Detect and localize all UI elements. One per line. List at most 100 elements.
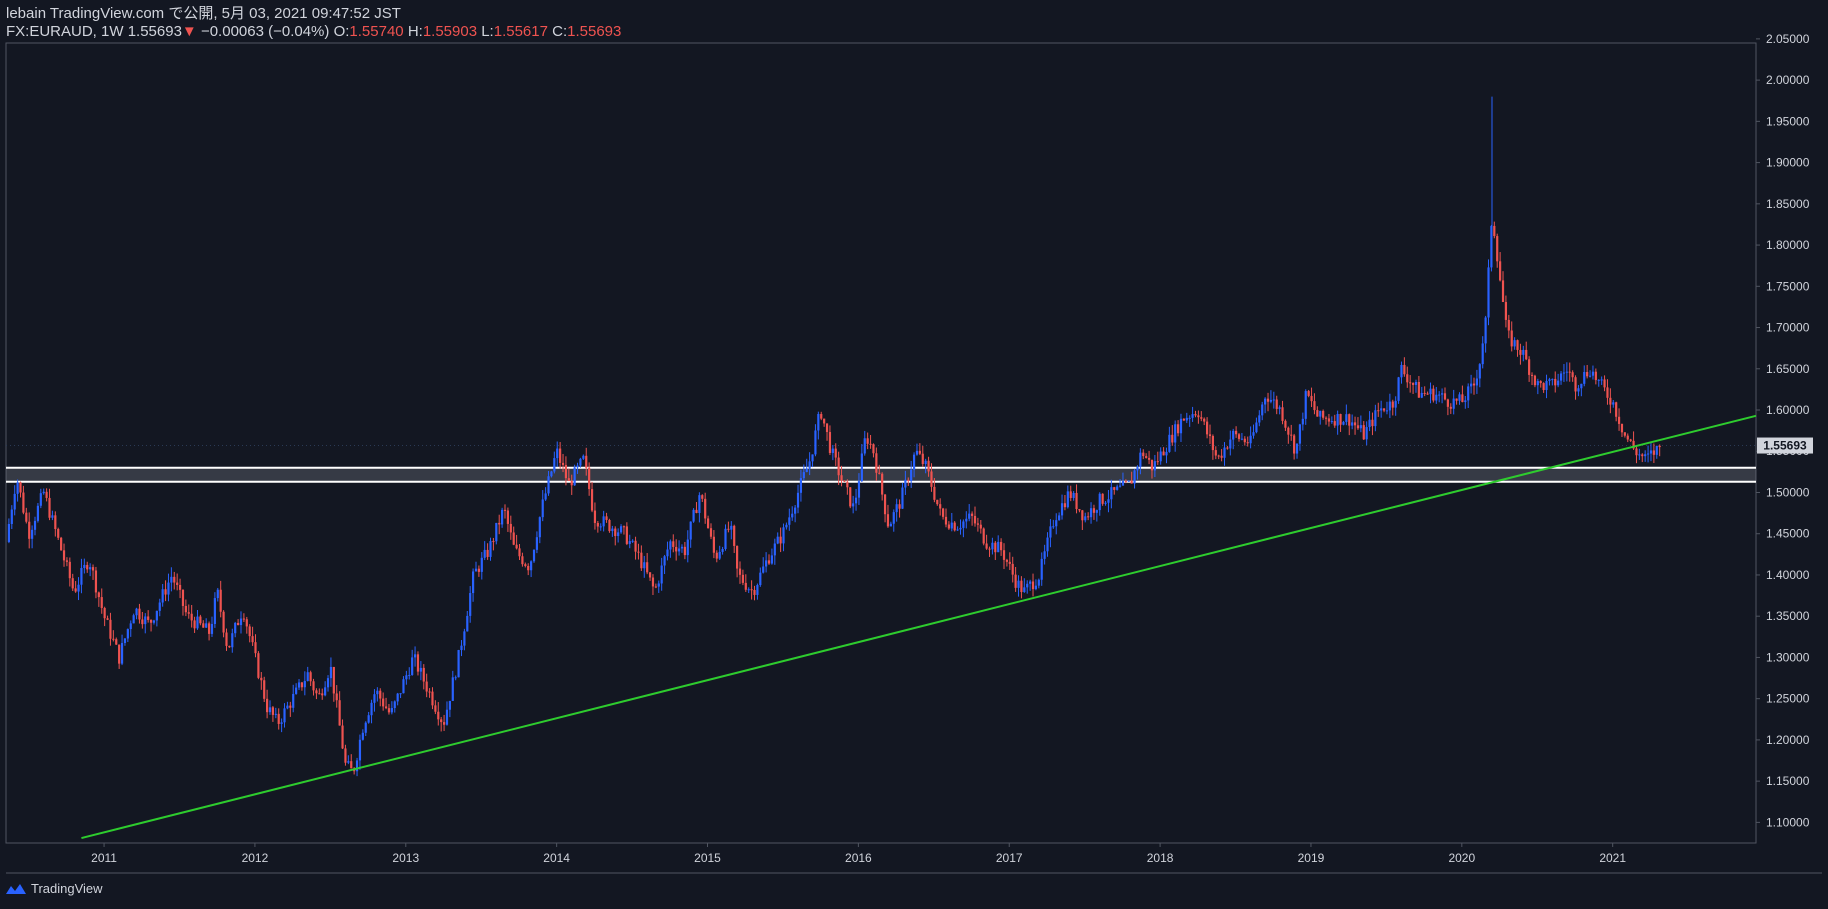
candle-body xyxy=(1261,404,1264,416)
candle-body xyxy=(347,761,350,763)
candle-body xyxy=(898,504,901,509)
candle-body xyxy=(419,667,422,672)
candle-body xyxy=(492,541,495,543)
candle-body xyxy=(1040,558,1043,580)
candle-body xyxy=(1612,402,1615,405)
candle-body xyxy=(257,653,260,678)
candle-body xyxy=(236,622,240,626)
y-tick-label: 2.00000 xyxy=(1766,73,1810,87)
candle-body xyxy=(872,444,875,454)
candle-body xyxy=(1481,343,1484,365)
candle-body xyxy=(1176,424,1180,434)
candle-body xyxy=(106,618,109,620)
plot-frame xyxy=(5,42,1757,844)
x-tick-label: 2020 xyxy=(1448,851,1475,865)
candle-body xyxy=(1174,424,1177,443)
candle-body xyxy=(1171,434,1174,443)
candle-body xyxy=(94,570,98,593)
candle-body xyxy=(860,453,863,482)
candle-body xyxy=(1388,401,1391,411)
candle-body xyxy=(442,722,446,725)
candle-body xyxy=(1649,450,1653,454)
candle-body xyxy=(672,541,675,547)
candle-body xyxy=(1615,402,1618,417)
brand-footer[interactable]: TradingView xyxy=(6,881,103,896)
candle-body xyxy=(1644,454,1647,457)
candle-body xyxy=(364,722,367,733)
candle-body xyxy=(1287,427,1290,435)
candle-body xyxy=(1330,421,1333,423)
candle-body xyxy=(530,561,533,571)
candle-body xyxy=(869,443,872,445)
candle-body xyxy=(1130,480,1133,484)
candle-body xyxy=(228,645,231,648)
candle-body xyxy=(181,589,185,606)
candle-body xyxy=(303,680,306,688)
x-tick-label: 2015 xyxy=(694,851,721,865)
candle-body xyxy=(1641,454,1644,457)
candle-body xyxy=(1417,381,1420,398)
candle-body xyxy=(654,586,657,588)
candle-body xyxy=(1293,435,1296,454)
candle-body xyxy=(1327,418,1331,422)
x-tick-label: 2014 xyxy=(543,851,570,865)
candle-body xyxy=(675,546,678,552)
candle-body xyxy=(199,616,202,624)
candle-body xyxy=(1249,435,1252,444)
candle-body xyxy=(141,619,144,625)
candle-body xyxy=(997,541,1000,553)
candle-body xyxy=(953,522,956,531)
candle-body xyxy=(956,529,959,531)
candle-body xyxy=(994,542,997,553)
candle-body xyxy=(266,698,269,713)
candle-body xyxy=(1095,510,1098,513)
candle-body xyxy=(1269,399,1273,402)
candle-body xyxy=(80,568,83,585)
candle-body xyxy=(1104,502,1107,504)
y-tick-label: 1.15000 xyxy=(1766,774,1810,788)
candle-body xyxy=(1124,481,1127,483)
candle-body xyxy=(10,509,13,524)
candle-body xyxy=(1565,371,1568,373)
candle-body xyxy=(318,693,321,695)
candle-body xyxy=(1490,225,1493,268)
candle-body xyxy=(393,701,396,709)
candle-body xyxy=(109,619,112,639)
candle-body xyxy=(973,515,977,524)
candle-body xyxy=(982,528,985,544)
candle-body xyxy=(1617,416,1621,424)
candle-body xyxy=(477,568,480,572)
candle-body xyxy=(570,480,573,486)
candle-body xyxy=(42,491,45,494)
candle-body xyxy=(1609,397,1612,405)
candle-body xyxy=(1142,452,1145,457)
candle-body xyxy=(921,453,924,465)
candle-body xyxy=(1226,447,1229,449)
candle-body xyxy=(434,705,437,712)
candle-body xyxy=(724,528,727,549)
candle-body xyxy=(178,584,182,590)
candle-body xyxy=(329,666,333,679)
candle-body xyxy=(1606,387,1609,398)
candle-body xyxy=(445,709,449,725)
candle-body xyxy=(933,486,936,500)
candle-body xyxy=(576,465,579,468)
candle-body xyxy=(1580,383,1583,389)
candle-body xyxy=(1029,581,1032,584)
candle-body xyxy=(1188,417,1191,419)
candle-body xyxy=(103,607,106,619)
y-tick-label: 1.40000 xyxy=(1766,568,1810,582)
candle-body xyxy=(118,644,121,664)
y-tick-label: 1.45000 xyxy=(1766,527,1810,541)
candle-body xyxy=(161,589,164,603)
candle-body xyxy=(561,462,565,465)
candle-body xyxy=(968,513,971,519)
candle-body xyxy=(187,612,190,614)
candle-body xyxy=(1008,561,1011,564)
x-tick-label: 2017 xyxy=(996,851,1023,865)
symbol-label[interactable]: FX:EURAUD, 1W xyxy=(6,23,124,40)
candle-body xyxy=(692,509,695,522)
candle-body xyxy=(501,509,504,525)
candle-body xyxy=(660,565,663,584)
